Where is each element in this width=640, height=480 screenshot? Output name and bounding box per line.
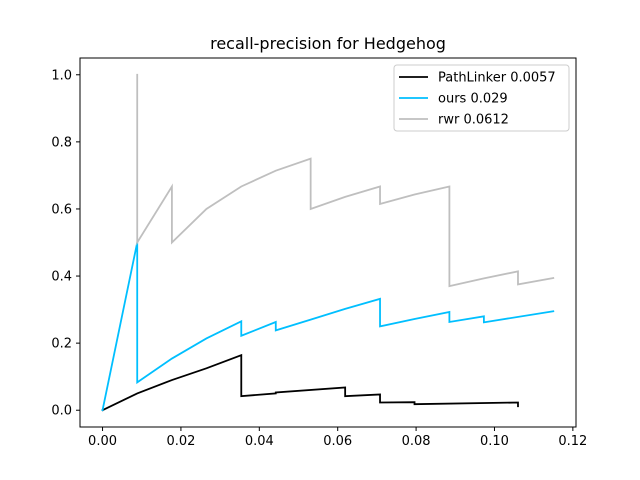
legend-label-1: ours 0.029 xyxy=(438,92,508,107)
y-tick-label: 0.0 xyxy=(51,404,72,419)
legend-label-2: rwr 0.0612 xyxy=(438,113,509,128)
x-tick-label: 0.10 xyxy=(480,434,509,449)
series-line-1 xyxy=(101,242,555,412)
y-tick-label: 0.4 xyxy=(51,270,72,285)
x-tick-label: 0.02 xyxy=(166,434,195,449)
series-layer xyxy=(101,73,555,412)
x-tick-label: 0.12 xyxy=(558,434,587,449)
legend: PathLinker 0.0057 ours 0.029 rwr 0.0612 xyxy=(393,64,570,132)
x-tick-label: 0.08 xyxy=(402,434,431,449)
legend-box xyxy=(393,64,570,132)
x-tick-label: 0.06 xyxy=(323,434,352,449)
plot-frame xyxy=(79,57,577,428)
y-tick-label: 0.6 xyxy=(51,202,72,217)
series-line-2 xyxy=(136,73,555,288)
x-axis: 0.00 0.02 0.04 0.06 0.08 0.10 0.12 xyxy=(88,427,587,449)
chart-title: recall-precision for Hedgehog xyxy=(210,34,446,53)
legend-label-0: PathLinker 0.0057 xyxy=(438,71,556,86)
x-tick-label: 0.00 xyxy=(88,434,117,449)
y-tick-label: 0.8 xyxy=(51,135,72,150)
y-tick-label: 0.2 xyxy=(51,337,72,352)
y-axis: 0.0 0.2 0.4 0.6 0.8 1.0 xyxy=(51,68,80,419)
x-tick-label: 0.04 xyxy=(245,434,274,449)
y-tick-label: 1.0 xyxy=(51,68,72,83)
series-line-0 xyxy=(101,353,519,412)
